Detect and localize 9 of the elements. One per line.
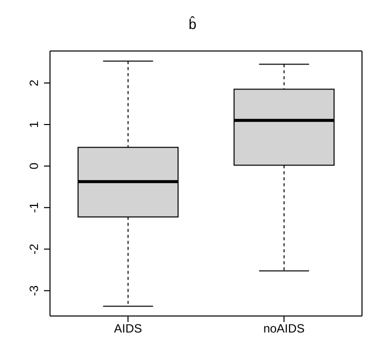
y-tick-label: -3 bbox=[27, 285, 41, 296]
y-tick-label: 1 bbox=[27, 120, 41, 128]
x-tick-label: noAIDS bbox=[263, 322, 305, 336]
y-tick-label: 2 bbox=[27, 79, 41, 86]
y-tick-label: -1 bbox=[27, 202, 41, 213]
chart-title: b̂ bbox=[188, 16, 198, 32]
x-tick-label: AIDS bbox=[114, 322, 142, 336]
y-tick-label: -2 bbox=[27, 243, 41, 254]
y-tick-label: 0 bbox=[27, 162, 41, 170]
